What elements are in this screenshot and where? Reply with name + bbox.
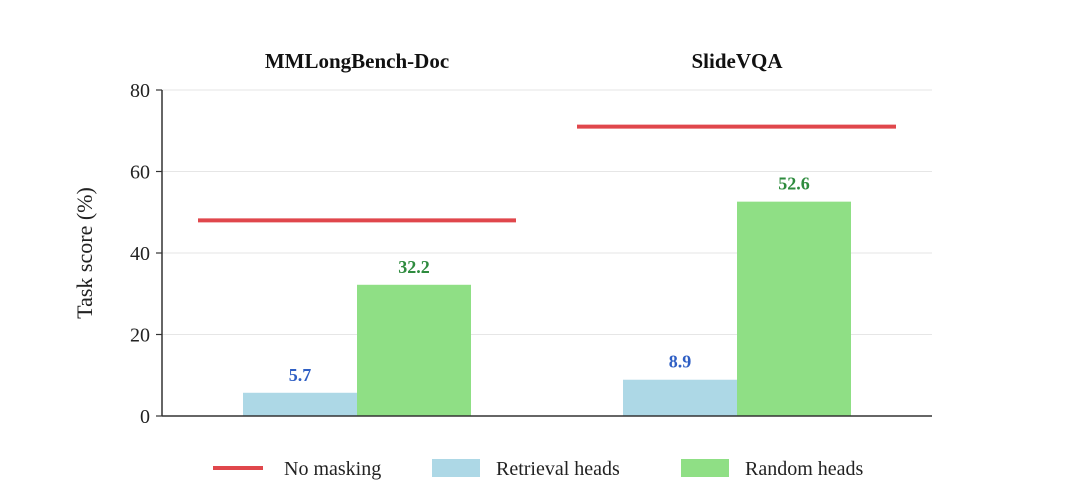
data-labels: 5.7 32.2 8.9 52.6	[289, 174, 810, 385]
y-tick-label: 40	[130, 243, 150, 265]
panel-title: SlideVQA	[691, 49, 783, 73]
bars	[243, 201, 851, 416]
panel-titles: MMLongBench-Doc SlideVQA	[265, 49, 784, 73]
legend-label-no-masking: No masking	[284, 458, 381, 480]
bar-value-label-retrieval: 5.7	[289, 365, 312, 385]
axes: 0 20 40 60 80	[130, 80, 932, 428]
bar-value-label-random: 52.6	[778, 174, 810, 194]
y-tick-label: 0	[140, 406, 150, 428]
panel-title: MMLongBench-Doc	[265, 49, 449, 73]
bar-random-heads	[737, 201, 851, 416]
no-masking-lines	[198, 124, 896, 223]
legend-swatch-retrieval-heads	[432, 459, 480, 477]
y-tick-label: 20	[130, 325, 150, 347]
y-axis-label: Task score (%)	[72, 187, 97, 319]
bar-value-label-random: 32.2	[398, 257, 430, 277]
legend-label-retrieval-heads: Retrieval heads	[496, 458, 620, 480]
bar-retrieval-heads	[243, 392, 357, 416]
bar-retrieval-heads	[623, 379, 737, 416]
bar-random-heads	[357, 284, 471, 416]
legend-label-random-heads: Random heads	[745, 458, 864, 480]
y-tick-label: 80	[130, 80, 150, 102]
legend: No masking Retrieval heads Random heads	[213, 458, 864, 480]
bar-value-label-retrieval: 8.9	[669, 352, 692, 372]
y-tick-label: 60	[130, 162, 150, 184]
legend-swatch-random-heads	[681, 459, 729, 477]
